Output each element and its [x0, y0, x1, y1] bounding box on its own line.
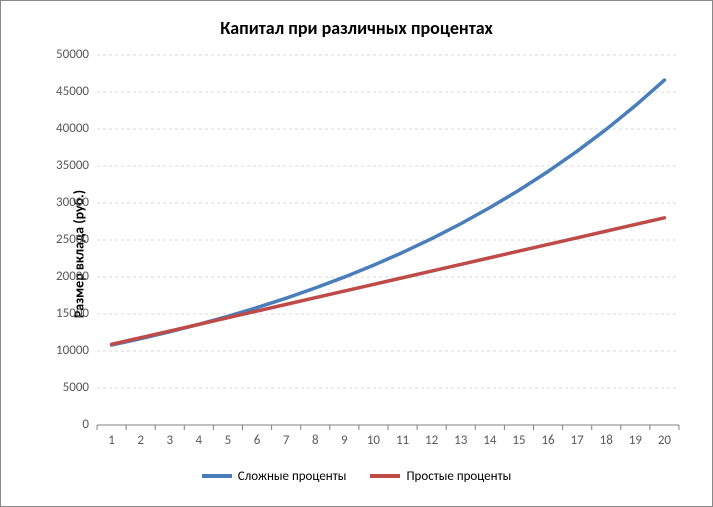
plot-area [97, 55, 679, 425]
legend-item: Простые проценты [370, 469, 511, 484]
legend-swatch [202, 474, 232, 478]
legend-item: Сложные проценты [202, 469, 347, 484]
chart-title: Капитал при различных процентах [7, 17, 706, 39]
legend-label: Простые проценты [406, 469, 511, 484]
x-tick-label: 3 [166, 433, 173, 448]
x-tick-label: 14 [483, 433, 496, 448]
x-tick-label: 17 [571, 433, 584, 448]
x-tick-label: 8 [312, 433, 319, 448]
x-tick-label: 6 [254, 433, 261, 448]
legend: Сложные проценты Простые проценты [7, 467, 706, 484]
x-tick-label: 4 [196, 433, 203, 448]
x-tick-label: 16 [541, 433, 554, 448]
x-tick-label: 15 [512, 433, 525, 448]
chart-frame: Капитал при различных процентах Размер в… [0, 0, 713, 507]
legend-label: Сложные проценты [238, 469, 347, 484]
chart-inner: Капитал при различных процентах Размер в… [7, 7, 706, 500]
x-tick-label: 12 [425, 433, 438, 448]
x-tick-label: 18 [600, 433, 613, 448]
x-tick-label: 7 [283, 433, 290, 448]
x-tick-label: 1 [108, 433, 115, 448]
plot-svg [97, 55, 679, 425]
x-tick-label: 10 [367, 433, 380, 448]
x-tick-label: 19 [629, 433, 642, 448]
legend-swatch [370, 474, 400, 478]
series-line [112, 218, 665, 345]
x-tick-label: 13 [454, 433, 467, 448]
x-tick-label: 11 [396, 433, 409, 448]
x-tick-label: 2 [137, 433, 144, 448]
x-tick-label: 5 [225, 433, 232, 448]
series-line [112, 80, 665, 345]
x-tick-label: 9 [341, 433, 348, 448]
x-tick-label: 20 [658, 433, 671, 448]
